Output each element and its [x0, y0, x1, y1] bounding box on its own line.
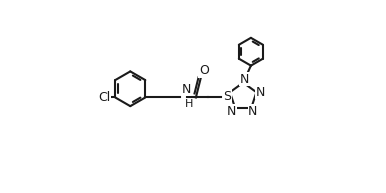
Text: Cl: Cl: [98, 91, 111, 104]
Text: N: N: [181, 83, 191, 96]
Text: H: H: [185, 99, 194, 109]
Text: N: N: [248, 105, 257, 118]
Text: O: O: [199, 64, 209, 77]
Text: N: N: [227, 105, 236, 118]
Text: N: N: [240, 73, 249, 86]
Text: S: S: [223, 90, 231, 103]
Text: N: N: [256, 86, 265, 99]
